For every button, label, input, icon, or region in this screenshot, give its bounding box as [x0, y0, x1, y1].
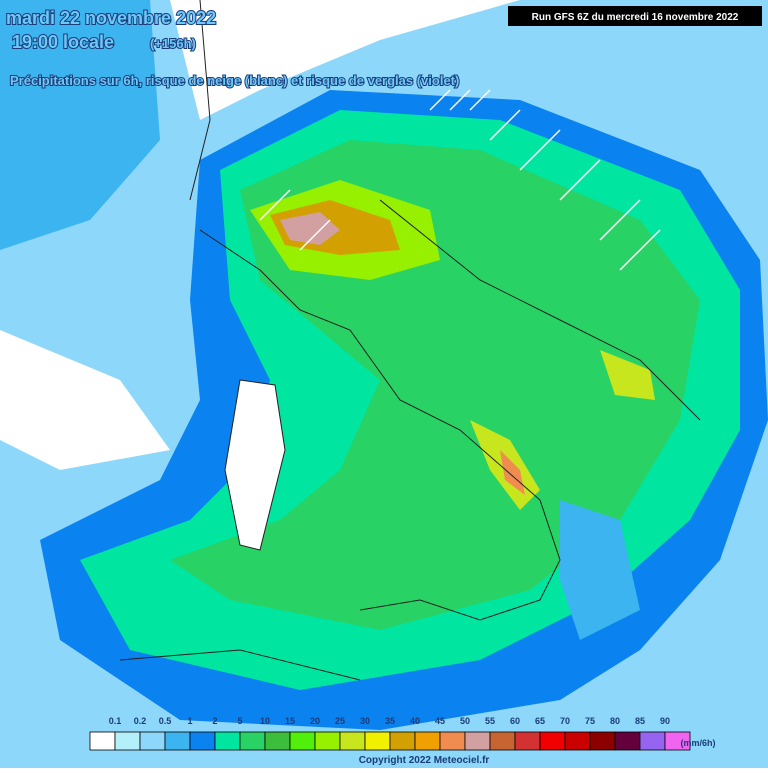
legend-label: 90 — [660, 716, 670, 726]
legend-label: 30 — [360, 716, 370, 726]
legend-swatch — [589, 731, 616, 751]
legend-swatch — [439, 731, 466, 751]
legend-swatch — [539, 731, 566, 751]
legend-label: 35 — [385, 716, 395, 726]
legend-swatch — [614, 731, 641, 751]
legend-label: 5 — [237, 716, 242, 726]
subtitle: Précipitations sur 6h, risque de neige (… — [10, 73, 459, 88]
snow-risk-hatching — [259, 89, 661, 271]
legend-swatch — [464, 731, 491, 751]
legend-swatch — [664, 731, 691, 751]
legend-swatch — [564, 731, 591, 751]
legend-label: 40 — [410, 716, 420, 726]
legend-label: 0.5 — [159, 716, 172, 726]
legend-label: 0.2 — [134, 716, 147, 726]
legend-label: 85 — [635, 716, 645, 726]
legend-label: 10 — [260, 716, 270, 726]
legend-label: 80 — [610, 716, 620, 726]
legend-label: 55 — [485, 716, 495, 726]
legend-label: 1 — [187, 716, 192, 726]
legend-swatch — [289, 731, 316, 751]
legend-unit: (mm/6h) — [680, 738, 715, 748]
legend-swatch — [314, 731, 341, 751]
run-box — [508, 6, 762, 26]
legend-label: 60 — [510, 716, 520, 726]
legend-swatch — [164, 731, 191, 751]
legend-label: 15 — [285, 716, 295, 726]
legend-swatch — [339, 731, 366, 751]
legend-swatch — [639, 731, 666, 751]
legend-swatch — [214, 731, 241, 751]
legend-swatch — [514, 731, 541, 751]
legend-swatch — [139, 731, 166, 751]
legend-swatch — [89, 731, 116, 751]
legend-swatch — [114, 731, 141, 751]
legend-swatch — [414, 731, 441, 751]
legend-label: 0.1 — [109, 716, 122, 726]
legend-label: 75 — [585, 716, 595, 726]
legend-label: 2 — [212, 716, 217, 726]
legend-label: 50 — [460, 716, 470, 726]
legend-label: 45 — [435, 716, 445, 726]
lead-time: (+156h) — [150, 36, 196, 51]
legend-swatch — [239, 731, 266, 751]
legend: 0.1 0.2 0.5 1 2 5 10 15 20 25 30 35 40 45 50 55 60 65 70 75… — [89, 716, 691, 751]
legend-label: 20 — [310, 716, 320, 726]
coastlines — [119, 0, 701, 681]
legend-label: 25 — [335, 716, 345, 726]
legend-label: 70 — [560, 716, 570, 726]
time-title: 19:00 locale — [12, 32, 114, 52]
legend-swatch — [189, 731, 216, 751]
legend-swatch — [264, 731, 291, 751]
date-title: mardi 22 novembre 2022 — [6, 8, 216, 28]
legend-swatch — [364, 731, 391, 751]
legend-label: 65 — [535, 716, 545, 726]
legend-swatch — [389, 731, 416, 751]
legend-swatch — [489, 731, 516, 751]
copyright: Copyright 2022 Meteociel.fr — [359, 755, 490, 766]
run-info: Run GFS 6Z du mercredi 16 novembre 2022 — [532, 12, 739, 23]
